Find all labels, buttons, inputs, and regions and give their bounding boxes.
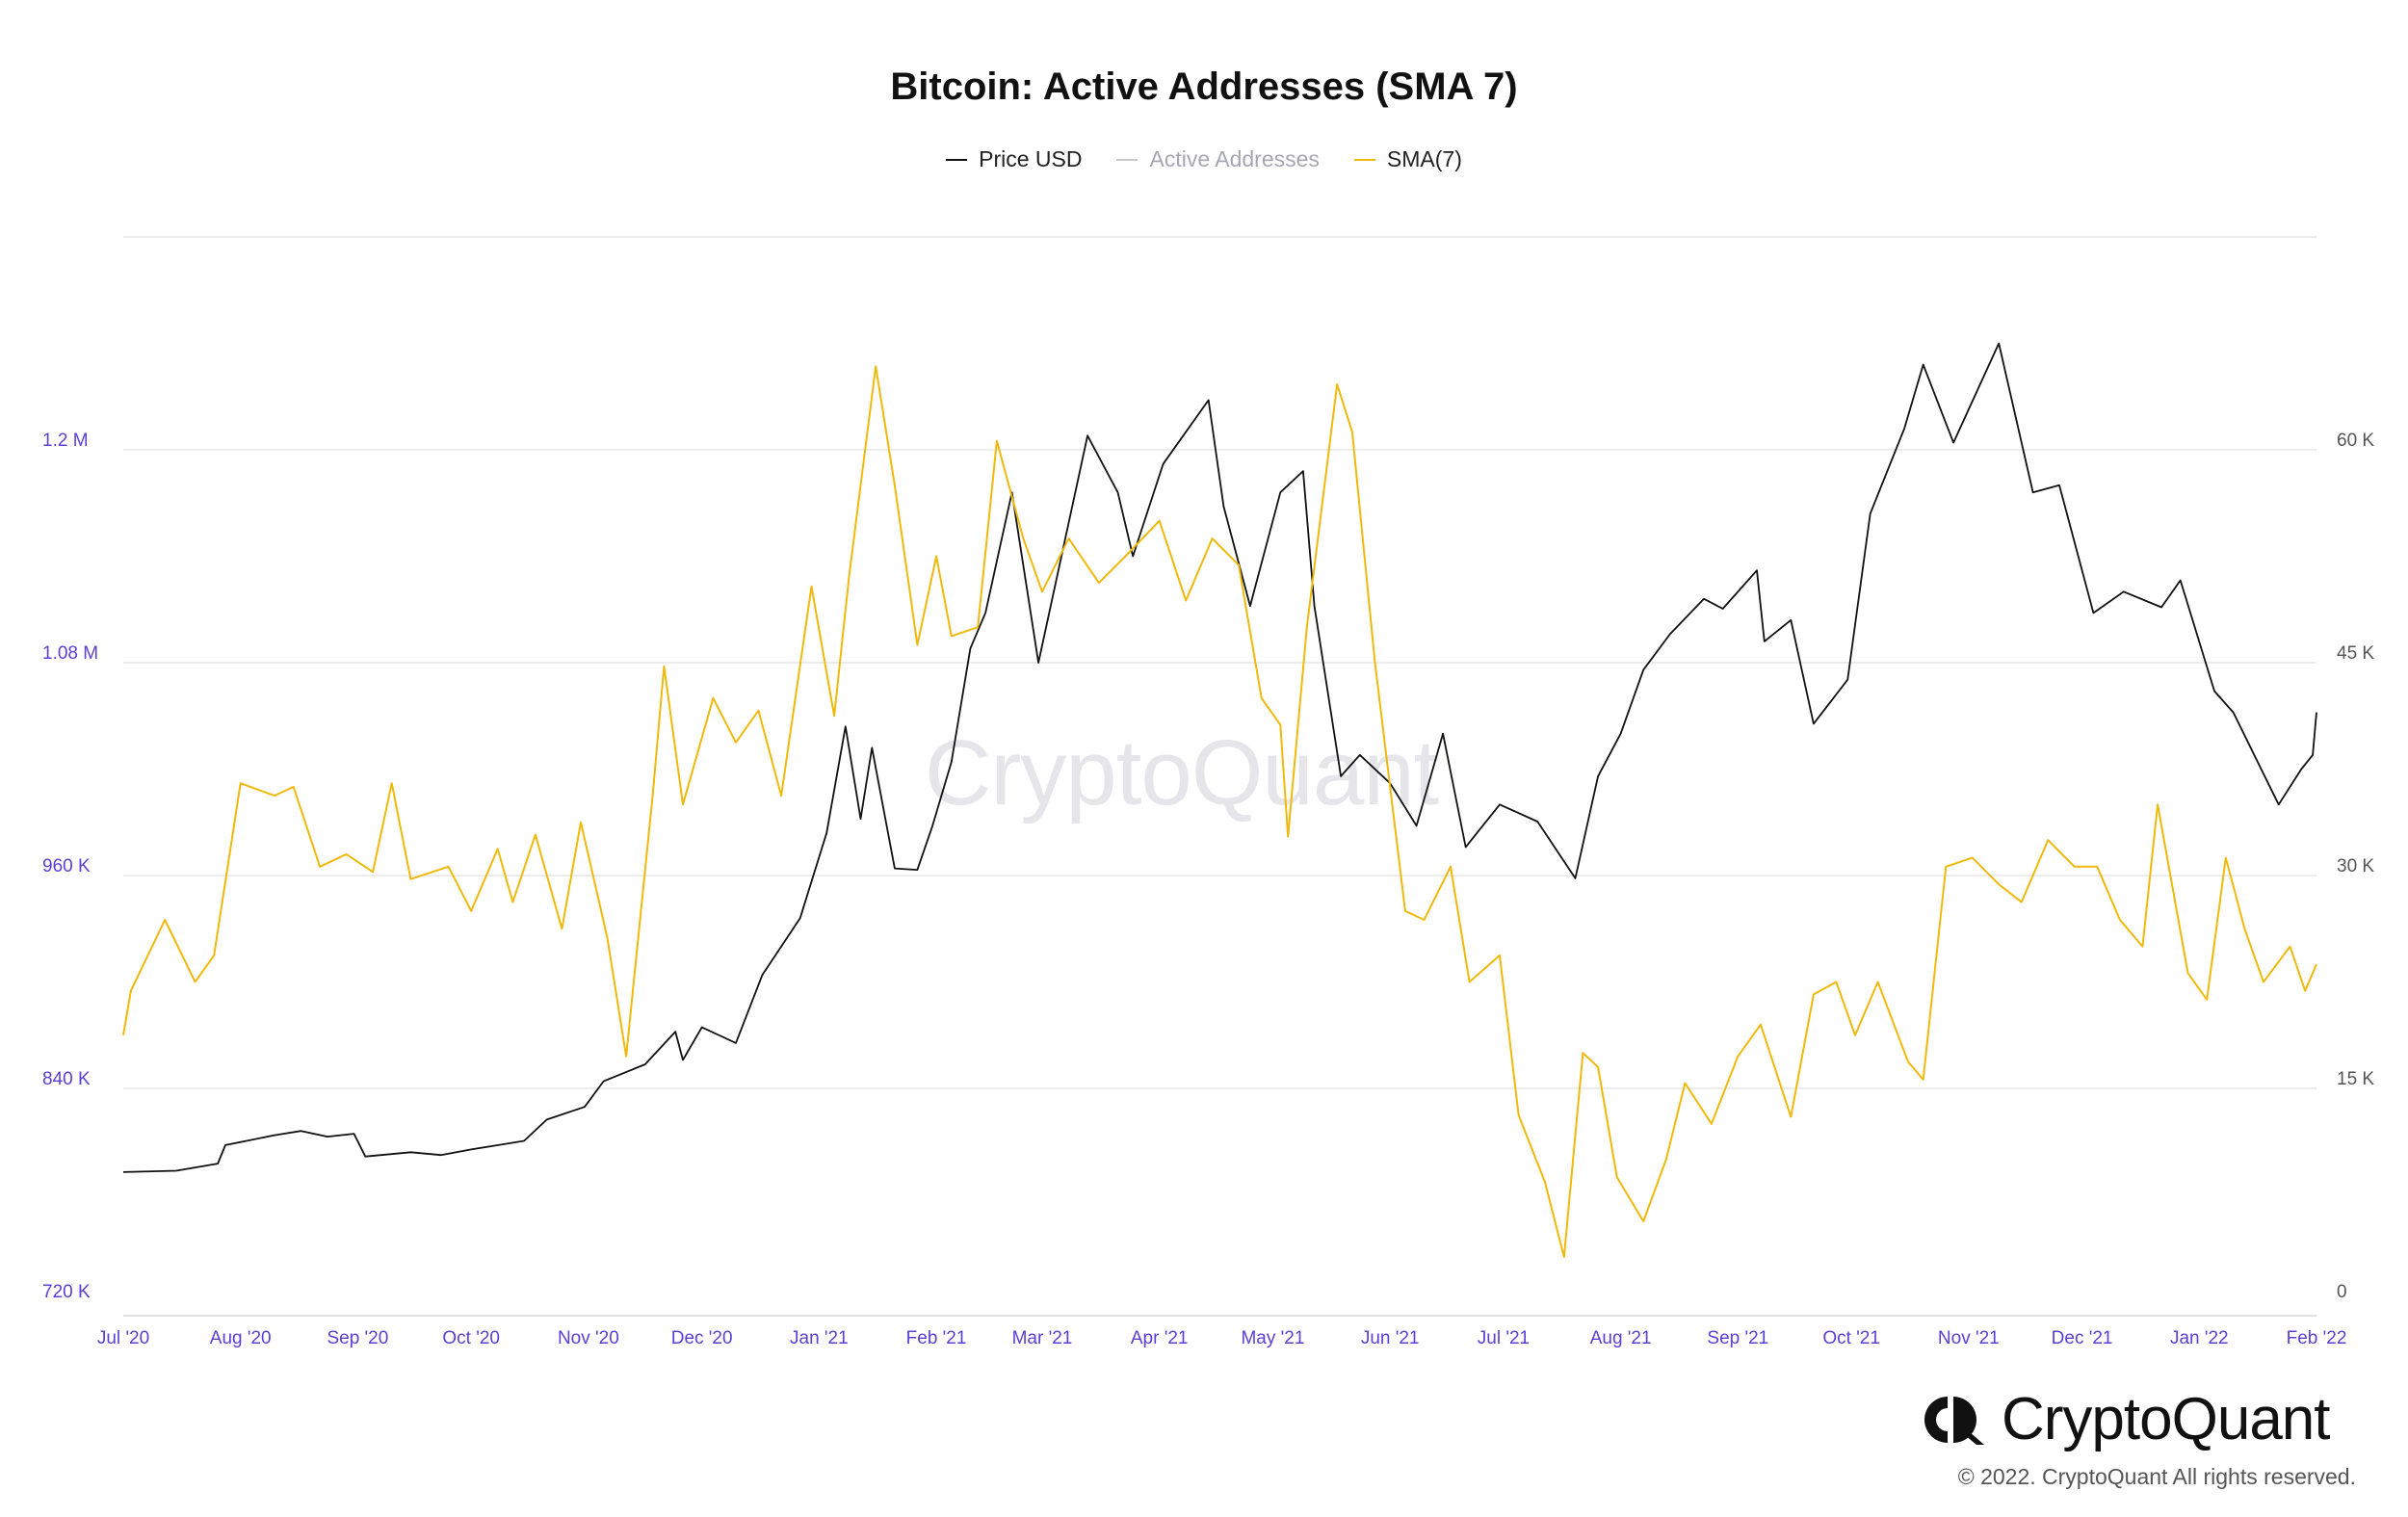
x-tick-label: May '21 bbox=[1241, 1328, 1304, 1348]
y-left-tick-label: 720 K bbox=[42, 1282, 91, 1302]
y-right-tick-label: 60 K bbox=[2337, 431, 2374, 451]
y-left-tick-label: 1.2 M bbox=[42, 431, 89, 451]
x-tick-label: Oct '21 bbox=[1822, 1328, 1880, 1348]
x-tick-label: Mar '21 bbox=[1012, 1328, 1073, 1348]
series-line-price-usd[interactable] bbox=[122, 342, 2317, 1173]
x-tick-label: Aug '21 bbox=[1590, 1328, 1652, 1348]
brand-name: CryptoQuant bbox=[2002, 1386, 2331, 1452]
y-right-tick-label: 0 bbox=[2337, 1282, 2347, 1302]
y-right-tick-label: 30 K bbox=[2337, 856, 2374, 876]
legend-label-price: Price USD bbox=[979, 146, 1083, 171]
legend-swatch-active-addresses bbox=[1116, 158, 1139, 161]
legend-item-active-addresses[interactable]: Active Addresses bbox=[1116, 146, 1320, 172]
x-tick-label: Nov '20 bbox=[558, 1328, 619, 1348]
x-tick-label: Nov '21 bbox=[1938, 1328, 2000, 1348]
axis-labels: 720 K 840 K 960 K 1.08 M 1.2 M 0 15 K 30 K 45 K 6… bbox=[42, 431, 2374, 1348]
series-line-sma7[interactable] bbox=[122, 365, 2317, 1258]
x-tick-label: Sep '20 bbox=[327, 1328, 388, 1348]
series-lines bbox=[122, 342, 2317, 1258]
legend-swatch-sma7 bbox=[1353, 158, 1375, 161]
x-tick-label: Feb '21 bbox=[906, 1328, 967, 1348]
cryptoquant-logo-icon bbox=[1921, 1393, 1988, 1447]
x-tick-label: Dec '21 bbox=[2052, 1328, 2113, 1348]
copyright-text: © 2022. CryptoQuant All rights reserved. bbox=[1957, 1464, 2356, 1489]
legend-item-price[interactable]: Price USD bbox=[946, 146, 1082, 172]
y-right-tick-label: 15 K bbox=[2337, 1069, 2374, 1089]
x-tick-label: Dec '20 bbox=[671, 1328, 733, 1348]
x-tick-label: Jan '22 bbox=[2170, 1328, 2229, 1348]
watermark: CryptoQuant bbox=[925, 721, 1439, 824]
x-tick-label: Sep '21 bbox=[1707, 1328, 1768, 1348]
grid-lines bbox=[123, 236, 2316, 1317]
brand-block: CryptoQuant bbox=[1921, 1385, 2331, 1453]
x-tick-label: Jul '20 bbox=[97, 1328, 149, 1348]
legend-item-sma7[interactable]: SMA(7) bbox=[1353, 146, 1462, 172]
legend-label-active-addresses: Active Addresses bbox=[1149, 146, 1320, 171]
y-left-tick-label: 1.08 M bbox=[42, 643, 98, 664]
x-tick-label: Jul '21 bbox=[1478, 1328, 1530, 1348]
chart-legend: Price USD Active Addresses SMA(7) bbox=[0, 146, 2408, 172]
x-tick-label: Aug '20 bbox=[210, 1328, 272, 1348]
x-tick-label: Oct '20 bbox=[442, 1328, 500, 1348]
y-left-tick-label: 840 K bbox=[42, 1069, 91, 1089]
x-tick-label: Jun '21 bbox=[1361, 1328, 1420, 1348]
y-right-tick-label: 45 K bbox=[2337, 643, 2374, 664]
chart-title: Bitcoin: Active Addresses (SMA 7) bbox=[890, 65, 1518, 108]
y-left-tick-label: 960 K bbox=[42, 856, 91, 876]
x-tick-label: Jan '21 bbox=[790, 1328, 849, 1348]
x-tick-label: Feb '22 bbox=[2287, 1328, 2347, 1348]
x-tick-label: Apr '21 bbox=[1131, 1328, 1189, 1348]
legend-label-sma7: SMA(7) bbox=[1386, 146, 1462, 171]
legend-swatch-price bbox=[946, 158, 968, 161]
